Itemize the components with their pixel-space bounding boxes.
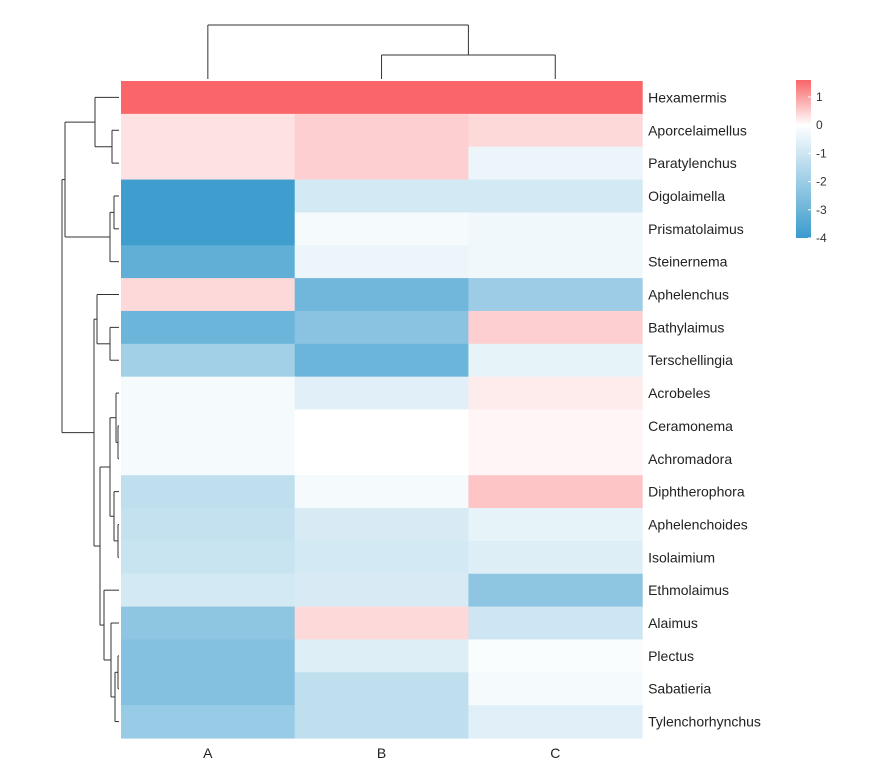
heatmap-cell: [468, 113, 643, 148]
row-label: Tylenchorhynchus: [648, 714, 761, 730]
heatmap-cell: [294, 705, 469, 739]
heatmap-cells: [121, 81, 643, 739]
row-dendrogram: [61, 96, 119, 723]
row-label: Achromadora: [648, 451, 732, 467]
heatmap-cell: [294, 146, 469, 181]
heatmap-cell: [121, 245, 296, 279]
heatmap-cell: [294, 278, 469, 312]
legend-tick-label: -1: [816, 146, 827, 160]
row-label: Diphtherophora: [648, 484, 745, 500]
heatmap-cell: [294, 81, 469, 115]
heatmap-cell: [121, 179, 296, 213]
row-labels: Hexamermis Aporcelaimellus Paratylenchus Oi…: [648, 89, 761, 729]
row-label: Terschellingia: [648, 352, 733, 368]
heatmap-cell: [121, 672, 296, 706]
legend-tick-label: -4: [816, 231, 827, 245]
heatmap-cell: [294, 212, 469, 246]
column-dendrogram: [207, 24, 556, 79]
heatmap-cell: [121, 343, 296, 378]
heatmap-cell: [121, 442, 296, 476]
heatmap-cell: [294, 639, 469, 673]
row-label: Oigolaimella: [648, 188, 725, 204]
legend-ticks: 1 0 -1 -2 -3 -4: [808, 90, 827, 245]
heatmap-cell: [468, 508, 643, 542]
heatmap-cell: [468, 705, 643, 739]
heatmap-cell: [468, 179, 643, 213]
heatmap-cell: [294, 179, 469, 213]
heatmap-cell: [294, 442, 469, 476]
color-legend: 1 0 -1 -2 -3 -4: [796, 80, 827, 245]
heatmap-cell: [468, 573, 643, 608]
heatmap-cell: [294, 475, 469, 509]
heatmap-cell: [121, 573, 296, 608]
heatmap-cell: [294, 310, 469, 345]
heatmap-cell: [121, 310, 296, 345]
heatmap-cell: [468, 409, 643, 443]
heatmap-cell: [468, 343, 643, 378]
row-label: Sabatieria: [648, 681, 711, 697]
heatmap-cell: [294, 376, 469, 411]
heatmap-cell: [121, 81, 296, 115]
heatmap-cell: [121, 278, 296, 312]
column-label: B: [377, 745, 386, 761]
heatmap-cell: [121, 376, 296, 411]
heatmap-cell: [468, 212, 643, 246]
row-label: Steinernema: [648, 254, 728, 270]
legend-tick-label: -2: [816, 175, 827, 189]
heatmap-cell: [294, 409, 469, 443]
heatmap-cell: [121, 540, 296, 575]
heatmap-cell: [468, 442, 643, 476]
heatmap-cell: [121, 639, 296, 673]
heatmap-cell: [121, 508, 296, 542]
legend-color-bar: [796, 80, 811, 238]
column-label: C: [550, 745, 560, 761]
heatmap-cell: [121, 146, 296, 181]
row-label: Ethmolaimus: [648, 582, 729, 598]
heatmap-cell: [468, 278, 643, 312]
heatmap-cell: [294, 573, 469, 608]
heatmap-cell: [294, 343, 469, 378]
heatmap-cell: [294, 606, 469, 641]
heatmap-cell: [468, 475, 643, 509]
column-labels: A B C: [203, 745, 560, 761]
heatmap-cell: [468, 376, 643, 411]
row-label: Alaimus: [648, 615, 698, 631]
heatmap-cell: [121, 475, 296, 509]
heatmap-cell: [121, 606, 296, 641]
row-label: Acrobeles: [648, 385, 710, 401]
legend-tick-label: 0: [816, 118, 823, 132]
row-label: Plectus: [648, 648, 694, 664]
row-label: Aporcelaimellus: [648, 122, 747, 138]
heatmap-cell: [294, 113, 469, 148]
heatmap-cell: [294, 672, 469, 706]
heatmap-cell: [294, 540, 469, 575]
row-label: Isolaimium: [648, 549, 715, 565]
heatmap-cell: [468, 146, 643, 181]
heatmap-cell: [468, 606, 643, 641]
heatmap-cell: [121, 705, 296, 739]
column-label: A: [203, 745, 213, 761]
heatmap-cell: [468, 639, 643, 673]
row-label: Prismatolaimus: [648, 221, 744, 237]
heatmap-cell: [468, 672, 643, 706]
heatmap-cell: [468, 310, 643, 345]
row-label: Bathylaimus: [648, 319, 724, 335]
legend-tick-label: 1: [816, 90, 823, 104]
row-label: Paratylenchus: [648, 155, 737, 171]
heatmap-cell: [121, 409, 296, 443]
heatmap-cell: [121, 212, 296, 246]
row-label: Aphelenchoides: [648, 516, 748, 532]
heatmap-cell: [468, 245, 643, 279]
row-label: Ceramonema: [648, 418, 733, 434]
row-label: Hexamermis: [648, 89, 727, 105]
heatmap-cell: [121, 113, 296, 148]
heatmap-cell: [468, 540, 643, 575]
row-label: Aphelenchus: [648, 287, 729, 303]
heatmap-cell: [468, 81, 643, 115]
legend-tick-label: -3: [816, 203, 827, 217]
heatmap-cell: [294, 508, 469, 542]
heatmap-cell: [294, 245, 469, 279]
